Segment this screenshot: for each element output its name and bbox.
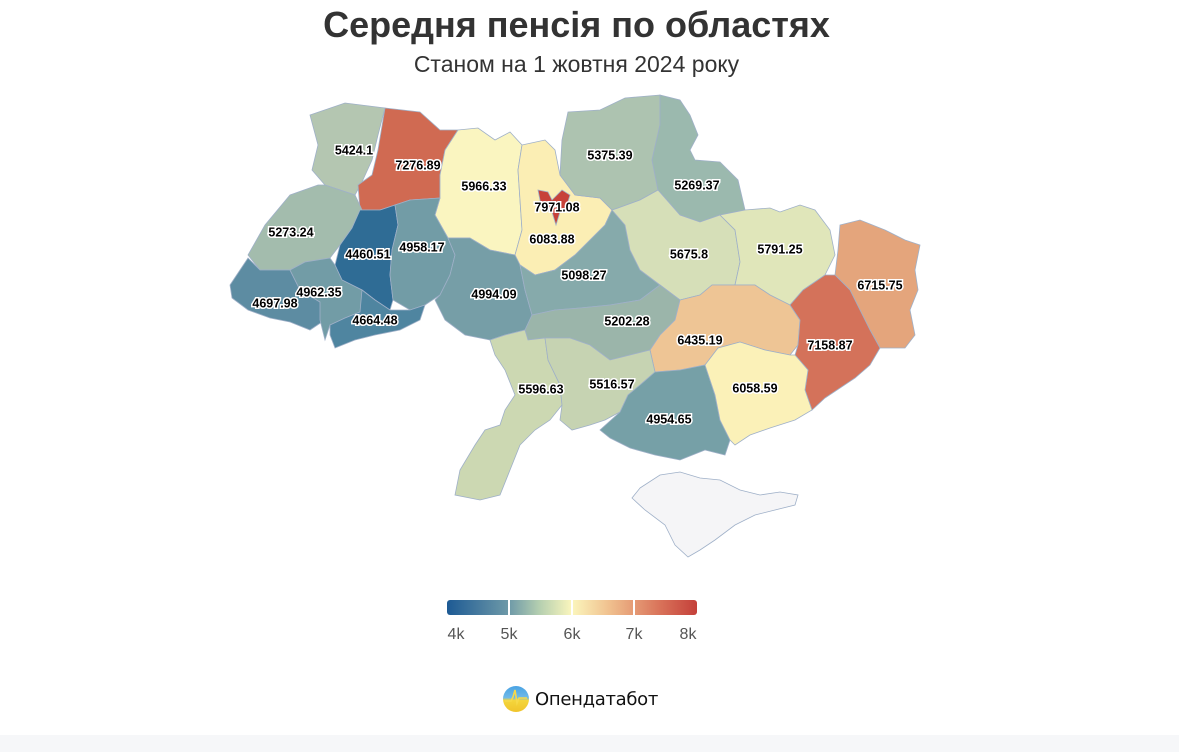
region-label: 4697.98: [252, 296, 297, 310]
region-label: 5098.27: [561, 268, 606, 282]
region-zaporizhzhia[interactable]: [704, 341, 813, 446]
legend-divider: [571, 600, 573, 615]
region-label: 6083.88: [529, 232, 574, 246]
region-label: 5202.28: [604, 314, 649, 328]
brand-attribution[interactable]: Опендатабот: [503, 686, 658, 712]
opendatabot-logo-icon: [503, 686, 529, 712]
region-label: 5791.25: [757, 242, 802, 256]
region-label: 5596.63: [518, 382, 563, 396]
region-label: 4958.17: [399, 240, 444, 254]
region-kyiv-city[interactable]: [537, 189, 571, 227]
legend-divider: [508, 600, 510, 615]
region-label: 5966.33: [461, 179, 506, 193]
legend-tick-label: 6k: [563, 626, 581, 643]
region-label: 5273.24: [268, 225, 313, 239]
region-label: 5375.39: [587, 148, 632, 162]
region-label: 6058.59: [732, 381, 777, 395]
legend-tick-label: 7k: [625, 626, 643, 643]
region-label: 6435.19: [677, 333, 722, 347]
region-label: 4962.35: [296, 285, 341, 299]
region-label: 5675.8: [670, 247, 708, 261]
legend-tick-label: 5k: [500, 626, 518, 643]
legend-tick-label: 4k: [447, 626, 465, 643]
region-label: 4994.09: [471, 287, 516, 301]
region-label: 4460.51: [345, 247, 390, 261]
color-scale-legend: [447, 600, 697, 615]
ukraine-map: 5424.1 7276.89 5966.33 7971.08 6083.88 5…: [229, 94, 921, 558]
region-label: 5516.57: [589, 377, 634, 391]
region-sumy[interactable]: [651, 94, 746, 223]
chart-title: Середня пенсія по областях: [323, 4, 830, 45]
chart-subtitle: Станом на 1 жовтня 2024 року: [413, 51, 740, 77]
region-label: 5269.37: [674, 178, 719, 192]
region-label: 5424.1: [335, 143, 373, 157]
region-chernivtsi[interactable]: [329, 289, 426, 349]
region-label: 7276.89: [395, 158, 440, 172]
region-label: 6715.75: [857, 278, 902, 292]
legend-tick-label: 8k: [679, 626, 697, 643]
legend-divider: [633, 600, 635, 615]
region-donetsk[interactable]: [789, 274, 881, 411]
region-crimea: [631, 471, 799, 558]
region-label: 7158.87: [807, 338, 852, 352]
region-label: 7971.08: [534, 200, 579, 214]
footer-strip: [0, 735, 1179, 752]
brand-name: Опендатабот: [535, 688, 659, 710]
region-label: 4954.65: [646, 412, 691, 426]
region-odesa[interactable]: [454, 329, 563, 501]
region-label: 4664.48: [352, 313, 397, 327]
